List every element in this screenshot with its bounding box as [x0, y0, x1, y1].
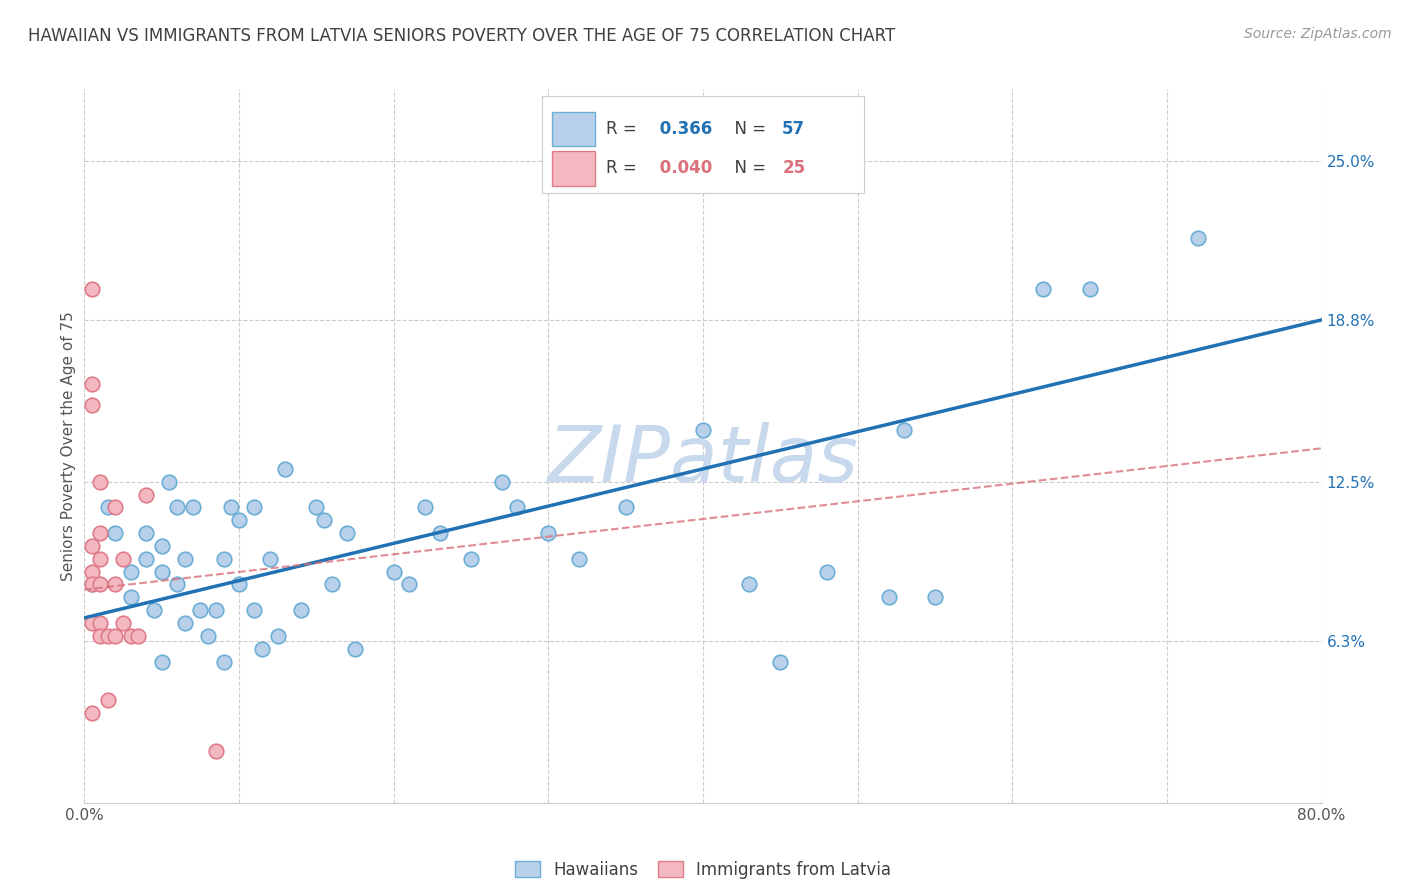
- Point: [614, 500, 637, 515]
- Point: [135, 526, 157, 541]
- Point: [537, 526, 560, 541]
- Point: [97, 693, 120, 707]
- Point: [82, 577, 104, 591]
- Point: [274, 462, 297, 476]
- Point: [159, 475, 181, 489]
- Point: [382, 565, 405, 579]
- Point: [188, 603, 212, 617]
- Point: [205, 603, 228, 617]
- Point: [212, 551, 235, 566]
- Point: [120, 629, 142, 643]
- Point: [305, 500, 328, 515]
- Point: [321, 577, 343, 591]
- Point: [924, 591, 946, 605]
- Point: [212, 655, 235, 669]
- Text: 25: 25: [782, 160, 806, 178]
- Point: [112, 551, 135, 566]
- Point: [413, 500, 436, 515]
- Point: [104, 629, 127, 643]
- Point: [143, 603, 166, 617]
- Point: [97, 500, 120, 515]
- Text: N =: N =: [724, 120, 772, 138]
- Point: [82, 565, 104, 579]
- Point: [336, 526, 359, 541]
- Point: [252, 641, 274, 656]
- Point: [128, 629, 150, 643]
- Point: [769, 655, 792, 669]
- Point: [89, 629, 111, 643]
- Point: [267, 629, 290, 643]
- Text: N =: N =: [724, 160, 772, 178]
- FancyBboxPatch shape: [543, 96, 863, 193]
- Point: [197, 629, 219, 643]
- Text: ZIPatlas: ZIPatlas: [547, 422, 859, 499]
- Point: [104, 526, 127, 541]
- Point: [738, 577, 761, 591]
- Point: [228, 577, 250, 591]
- Point: [460, 551, 482, 566]
- Point: [174, 615, 197, 630]
- Point: [104, 500, 127, 515]
- Point: [568, 551, 591, 566]
- Point: [692, 423, 714, 437]
- Point: [259, 551, 281, 566]
- Point: [82, 577, 104, 591]
- Point: [104, 577, 127, 591]
- Text: 57: 57: [782, 120, 806, 138]
- Point: [1032, 282, 1054, 296]
- Text: Source: ZipAtlas.com: Source: ZipAtlas.com: [1244, 27, 1392, 41]
- Point: [243, 500, 266, 515]
- Point: [1187, 230, 1209, 244]
- Text: HAWAIIAN VS IMMIGRANTS FROM LATVIA SENIORS POVERTY OVER THE AGE OF 75 CORRELATIO: HAWAIIAN VS IMMIGRANTS FROM LATVIA SENIO…: [28, 27, 896, 45]
- Point: [398, 577, 420, 591]
- Point: [1078, 282, 1101, 296]
- Point: [290, 603, 312, 617]
- Point: [181, 500, 204, 515]
- Point: [135, 487, 157, 501]
- Point: [82, 398, 104, 412]
- Point: [89, 615, 111, 630]
- Text: 0.366: 0.366: [654, 120, 711, 138]
- Point: [314, 513, 336, 527]
- Text: R =: R =: [606, 120, 643, 138]
- Point: [89, 577, 111, 591]
- FancyBboxPatch shape: [553, 152, 595, 186]
- Point: [150, 565, 173, 579]
- Point: [120, 591, 142, 605]
- Point: [82, 377, 104, 392]
- Point: [82, 615, 104, 630]
- Point: [344, 641, 367, 656]
- Point: [82, 282, 104, 296]
- Point: [150, 539, 173, 553]
- Point: [877, 591, 900, 605]
- Point: [150, 655, 173, 669]
- Point: [166, 577, 188, 591]
- Point: [97, 629, 120, 643]
- Text: 0.040: 0.040: [654, 160, 711, 178]
- Point: [243, 603, 266, 617]
- Point: [221, 500, 243, 515]
- Point: [893, 423, 915, 437]
- FancyBboxPatch shape: [553, 112, 595, 146]
- Y-axis label: Seniors Poverty Over the Age of 75: Seniors Poverty Over the Age of 75: [60, 311, 76, 581]
- Point: [89, 526, 111, 541]
- Point: [135, 551, 157, 566]
- Point: [112, 615, 135, 630]
- Text: R =: R =: [606, 160, 643, 178]
- Point: [815, 565, 838, 579]
- Point: [491, 475, 513, 489]
- Point: [228, 513, 250, 527]
- Legend: Hawaiians, Immigrants from Latvia: Hawaiians, Immigrants from Latvia: [506, 853, 900, 888]
- Point: [166, 500, 188, 515]
- Point: [174, 551, 197, 566]
- Point: [120, 565, 142, 579]
- Point: [89, 551, 111, 566]
- Point: [205, 744, 228, 758]
- Point: [506, 500, 529, 515]
- Point: [89, 475, 111, 489]
- Point: [82, 539, 104, 553]
- Point: [82, 706, 104, 720]
- Point: [429, 526, 451, 541]
